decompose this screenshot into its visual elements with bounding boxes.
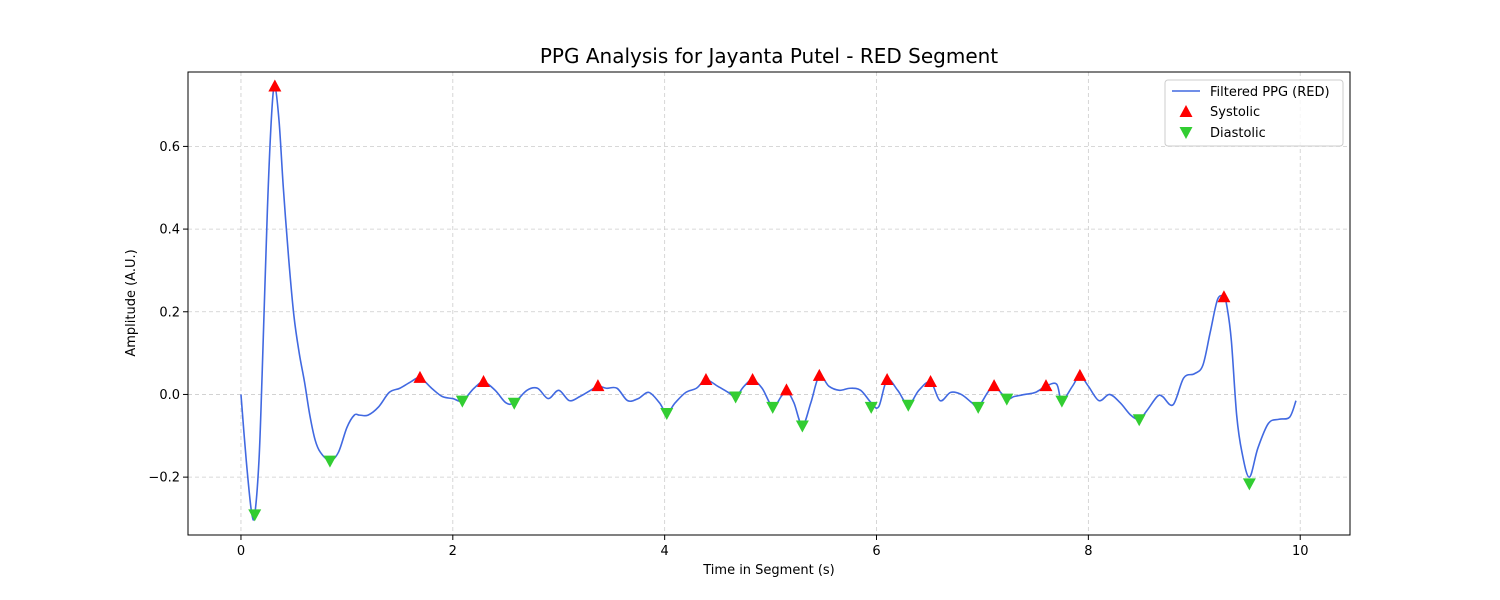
x-axis-label: Time in Segment (s)	[702, 563, 834, 578]
systolic-marker	[812, 368, 826, 381]
diastolic-marker	[901, 399, 915, 412]
chart-title: PPG Analysis for Jayanta Putel - RED Seg…	[540, 44, 998, 68]
systolic-marker	[268, 79, 282, 92]
y-tick-label: 0.0	[159, 388, 180, 403]
diastolic-marker	[1055, 395, 1069, 408]
grid-lines	[188, 72, 1350, 535]
diastolic-marker	[323, 455, 337, 468]
diastolic-marker	[864, 401, 878, 414]
diastolic-marker	[660, 408, 674, 421]
systolic-marker	[591, 379, 605, 392]
diastolic-marker	[455, 395, 469, 408]
x-tick-label: 6	[872, 544, 880, 559]
legend-systolic-marker	[1179, 105, 1193, 117]
diastolic-marker	[1000, 393, 1014, 406]
systolic-marker	[413, 370, 427, 383]
y-axis-label: Amplitude (A.U.)	[124, 249, 139, 356]
y-tick-label: 0.2	[159, 305, 180, 320]
diastolic-marker	[795, 420, 809, 433]
systolic-marker	[1073, 368, 1087, 381]
legend-entry-filtered: Filtered PPG (RED)	[1210, 85, 1330, 100]
x-tick-label: 2	[449, 544, 457, 559]
diastolic-marker	[729, 391, 743, 404]
systolic-marker	[1039, 379, 1053, 392]
legend-diastolic-marker	[1179, 127, 1193, 139]
systolic-marker	[477, 375, 491, 388]
plot-frame	[187, 71, 1351, 536]
diastolic-marker	[248, 509, 262, 522]
diastolic-marker	[766, 401, 780, 414]
x-tick-label: 10	[1292, 544, 1309, 559]
x-tick-label: 0	[237, 544, 245, 559]
legend-box	[1164, 79, 1344, 147]
plot-area	[240, 79, 1297, 522]
diastolic-marker	[971, 401, 985, 414]
legend-entry-systolic: Systolic	[1210, 105, 1260, 120]
x-tick-label: 4	[661, 544, 669, 559]
systolic-marker	[699, 372, 713, 385]
x-tick-label: 8	[1084, 544, 1092, 559]
y-tick-label: 0.6	[159, 140, 180, 155]
diastolic-marker	[1132, 414, 1146, 427]
axis-ticks: 0 2 4 6 8 10 −0.2 0.0 0.2 0.4 0.6	[148, 140, 1308, 559]
legend: Filtered PPG (RED) Systolic Diastolic	[1164, 79, 1344, 147]
systolic-marker	[880, 372, 894, 385]
systolic-marker	[746, 372, 760, 385]
y-tick-label: 0.4	[159, 223, 180, 238]
systolic-marker	[987, 379, 1001, 392]
diastolic-marker	[507, 397, 521, 410]
legend-entry-diastolic: Diastolic	[1210, 126, 1266, 141]
systolic-marker	[924, 375, 938, 388]
systolic-marker	[1217, 290, 1231, 303]
systolic-marker	[779, 383, 793, 396]
filtered-ppg-line	[240, 85, 1297, 521]
diastolic-marker	[1242, 478, 1256, 491]
y-tick-label: −0.2	[148, 471, 180, 486]
